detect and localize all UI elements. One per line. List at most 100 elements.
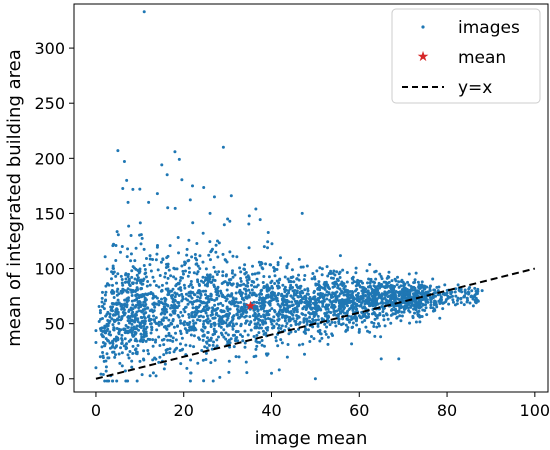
scatter-point [160,338,164,342]
scatter-point [345,290,349,294]
scatter-point [130,326,134,330]
scatter-point [114,243,118,247]
scatter-point [345,271,349,275]
scatter-point [205,340,209,344]
scatter-point [196,295,200,299]
scatter-point [159,320,163,324]
scatter-point [285,307,289,311]
scatter-point [184,343,188,347]
scatter-point [333,293,337,297]
scatter-point [140,236,144,240]
scatter-point [120,333,124,337]
scatter-point [378,286,382,290]
scatter-point [325,297,329,301]
scatter-point [261,322,265,326]
scatter-point [312,337,316,341]
scatter-point [370,287,374,291]
scatter-point [105,267,109,271]
scatter-point [217,270,221,274]
scatter-point [348,320,352,324]
scatter-point [103,379,107,383]
scatter-point [320,336,324,340]
scatter-point [326,342,330,346]
scatter-point [120,351,124,355]
scatter-point [399,298,403,302]
scatter-point [308,315,312,319]
scatter-point [379,275,383,279]
scatter-point [467,287,471,291]
scatter-point [205,304,209,308]
scatter-point [297,322,301,326]
scatter-point [179,362,183,366]
scatter-point [168,351,172,355]
scatter-point [241,297,245,301]
scatter-point [199,292,203,296]
scatter-point [216,335,220,339]
scatter-point [249,320,253,324]
scatter-point [355,323,359,327]
scatter-point [444,292,448,296]
scatter-point [142,358,146,362]
scatter-point [373,317,377,321]
scatter-point [455,298,459,302]
scatter-point [201,231,205,235]
scatter-point [414,299,418,303]
scatter-point [342,305,346,309]
scatter-point [187,315,191,319]
scatter-point [330,303,334,307]
scatter-point [331,291,335,295]
scatter-point [272,265,276,269]
scatter-point [253,304,257,308]
scatter-point [417,283,421,287]
scatter-point [130,359,134,363]
scatter-point [178,342,182,346]
scatter-point [131,351,135,355]
scatter-point [407,272,411,276]
scatter-point [168,289,172,293]
scatter-point [446,294,450,298]
scatter-point [123,369,127,373]
scatter-point [98,355,102,359]
scatter-point [106,339,110,343]
scatter-point [213,332,217,336]
scatter-point [163,324,167,328]
scatter-point [227,370,231,374]
legend-yx-line-label: y=x [458,78,492,98]
scatter-point [399,319,403,323]
scatter-point [145,325,149,329]
scatter-point [177,157,181,161]
scatter-point [388,298,392,302]
scatter-point [372,303,376,307]
scatter-point [125,305,129,309]
scatter-point [252,334,256,338]
scatter-point [235,322,239,326]
scatter-point [193,314,197,318]
scatter-point [253,311,257,315]
scatter-point [123,302,127,306]
legend-mean-label: mean [458,48,506,68]
scatter-point [280,341,284,345]
scatter-point [324,314,327,318]
scatter-point [243,341,247,345]
scatter-point [184,292,188,296]
scatter-point [418,301,422,305]
scatter-point [218,315,222,319]
scatter-point [428,284,432,288]
scatter-point [189,333,193,337]
scatter-point [462,303,466,307]
scatter-point [226,217,230,221]
scatter-point [289,324,293,328]
scatter-point [428,288,432,292]
scatter-point [354,293,358,297]
scatter-point [368,297,372,301]
scatter-point [323,312,327,316]
scatter-point [286,315,290,319]
scatter-point [334,291,337,295]
scatter-point [207,300,211,304]
scatter-point [341,268,345,272]
scatter-point [417,291,421,295]
scatter-point [100,296,104,300]
scatter-point [262,313,266,317]
scatter-point [303,288,307,292]
scatter-point [178,319,182,323]
